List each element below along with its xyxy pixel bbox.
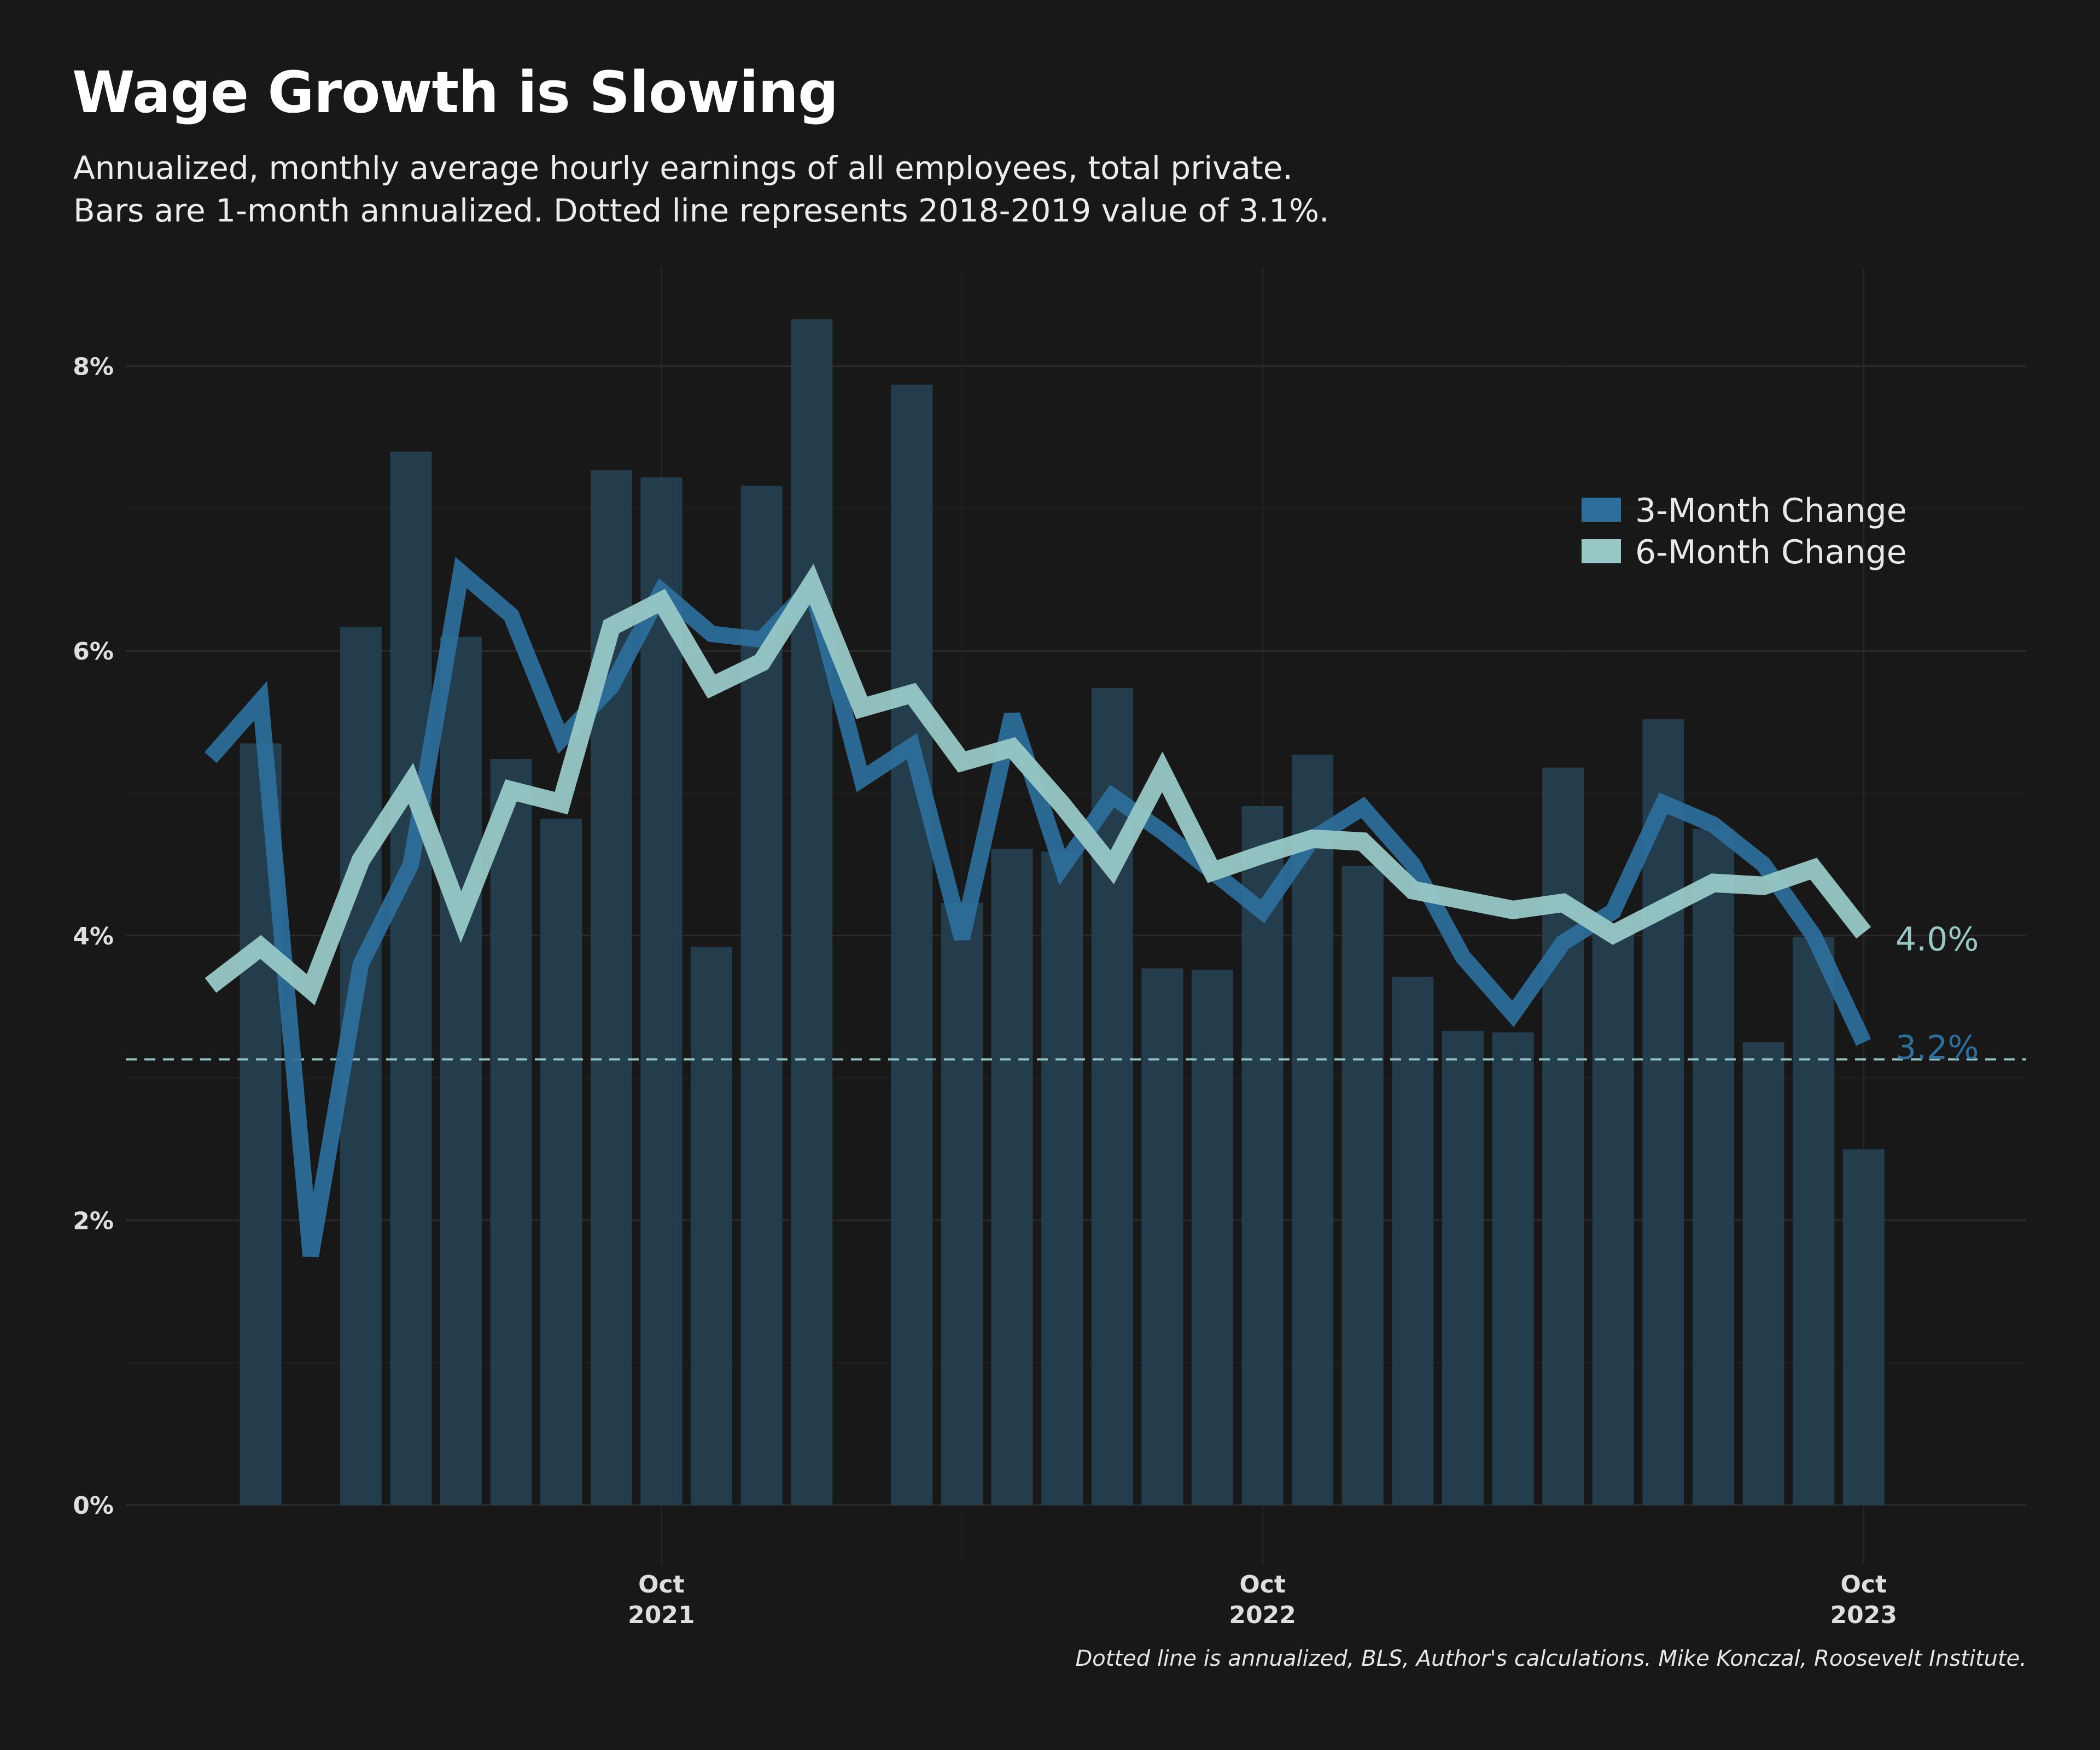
bar-2022-03 (891, 384, 933, 1506)
y-tick-label-4: 8% (73, 353, 114, 381)
series-lines (204, 557, 1871, 1258)
bar-2022-09 (1192, 970, 1233, 1505)
x-tick-label-0-year: 2021 (628, 1601, 695, 1629)
bar-2022-08 (1141, 968, 1183, 1505)
bar-2022-11 (1292, 755, 1334, 1505)
bar-2022-12 (1341, 866, 1384, 1505)
y-axis-ticks: 0% 2% 4% 6% 8% (73, 353, 114, 1520)
bar-2021-05 (390, 451, 432, 1505)
bar-2021-11 (691, 947, 732, 1505)
bar-2023-09 (1793, 937, 1835, 1505)
x-tick-label-0-month: Oct (638, 1571, 685, 1599)
bar-2023-08 (1742, 1042, 1784, 1505)
series-line-six-month (205, 564, 1871, 1006)
bar-2022-06 (1041, 851, 1083, 1505)
legend-label-1: 6-Month Change (1635, 533, 1907, 571)
bar-2021-10 (640, 477, 682, 1505)
end-label-six-month: 4.0% (1895, 920, 1979, 959)
y-tick-label-0: 0% (73, 1492, 114, 1520)
legend-label-0: 3-Month Change (1635, 492, 1907, 530)
x-tick-label-1-year: 2022 (1229, 1601, 1296, 1629)
bar-2022-01 (791, 319, 833, 1506)
end-label-three-month: 3.2% (1895, 1029, 1979, 1067)
bar-2022-05 (991, 849, 1033, 1505)
bar-2023-07 (1693, 829, 1734, 1505)
y-tick-label-1: 2% (73, 1207, 114, 1235)
bar-2023-10 (1842, 1149, 1885, 1505)
bar-2023-02 (1442, 1031, 1484, 1505)
bar-2021-08 (540, 819, 582, 1505)
bars-group (240, 319, 1885, 1506)
y-tick-label-3: 6% (73, 638, 114, 666)
legend-swatch-1 (1582, 539, 1621, 563)
x-tick-label-2-year: 2023 (1830, 1601, 1897, 1629)
source-caption: Dotted line is annualized, BLS, Author's… (1075, 1646, 2027, 1671)
bar-2021-07 (490, 759, 532, 1505)
bar-2022-04 (941, 902, 983, 1505)
bar-2022-10 (1241, 806, 1284, 1505)
x-tick-label-2-month: Oct (1841, 1571, 1887, 1599)
y-tick-label-2: 4% (73, 923, 114, 950)
bar-2021-06 (440, 637, 482, 1505)
subtitle-line-2: Bars are 1-month annualized. Dotted line… (73, 192, 1329, 229)
legend-swatch-0 (1582, 498, 1621, 522)
subtitle-line-1: Annualized, monthly average hourly earni… (73, 149, 1293, 186)
x-tick-label-1-month: Oct (1239, 1571, 1286, 1599)
end-labels: 4.0% 3.2% (1895, 920, 1979, 1067)
bar-2023-03 (1492, 1032, 1534, 1505)
bar-2023-05 (1592, 931, 1634, 1505)
bar-2023-04 (1542, 767, 1584, 1505)
bar-2023-01 (1392, 977, 1434, 1505)
chart-title: Wage Growth is Slowing (72, 59, 838, 126)
chart-subtitle: Annualized, monthly average hourly earni… (73, 147, 1329, 232)
